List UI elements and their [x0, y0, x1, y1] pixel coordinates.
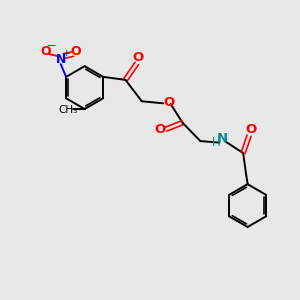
Text: H: H [212, 136, 220, 149]
Text: O: O [163, 96, 174, 109]
Text: N: N [56, 52, 66, 66]
Text: −: − [47, 39, 57, 52]
Text: O: O [154, 123, 166, 136]
Text: O: O [245, 123, 256, 136]
Text: +: + [62, 49, 70, 58]
Text: CH₃: CH₃ [58, 106, 78, 116]
Text: N: N [217, 132, 228, 145]
Text: O: O [132, 51, 143, 64]
Text: O: O [71, 45, 82, 58]
Text: O: O [40, 45, 51, 58]
